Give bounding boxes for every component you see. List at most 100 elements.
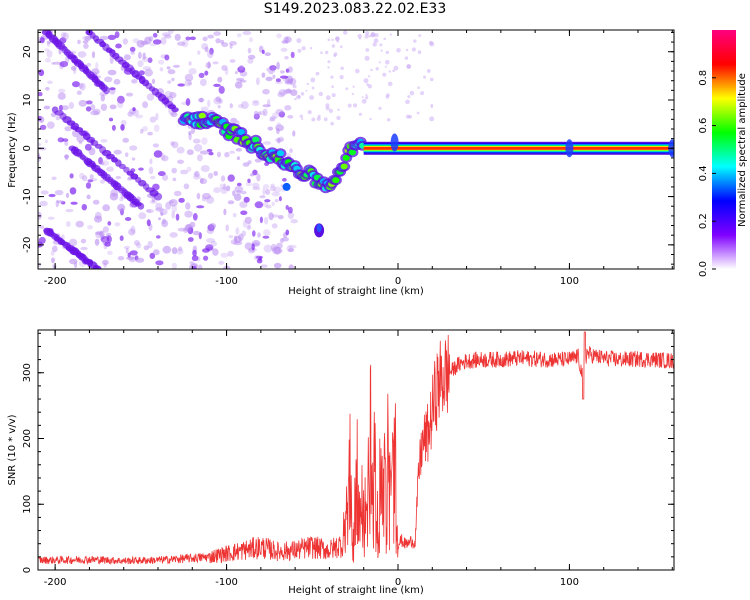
noise-speckle (378, 61, 381, 64)
noise-speckle (87, 225, 93, 230)
noise-speckle (136, 242, 142, 249)
noise-speckle (267, 126, 273, 131)
noise-speckle (234, 185, 244, 193)
noise-speckle (162, 218, 166, 225)
spectrogram-xlabel: Height of straight line (km) (288, 286, 424, 297)
ridge-core (348, 149, 356, 156)
noise-speckle (102, 226, 109, 233)
noise-speckle (100, 179, 105, 184)
noise-speckle (157, 171, 166, 177)
band-blob (565, 139, 574, 158)
noise-speckle (411, 47, 416, 52)
noise-speckle (285, 68, 290, 73)
noise-speckle (144, 68, 153, 77)
noise-speckle (175, 213, 180, 221)
noise-speckle (165, 201, 172, 210)
noise-speckle (85, 182, 92, 189)
noise-speckle (78, 99, 88, 107)
noise-speckle (212, 61, 219, 65)
noise-speckle (251, 243, 255, 251)
noise-speckle (166, 66, 171, 70)
noise-speckle (267, 99, 271, 107)
noise-speckle (170, 111, 178, 118)
noise-speckle (221, 65, 228, 71)
noise-speckle (275, 80, 283, 85)
noise-speckle (115, 43, 122, 49)
noise-speckle (256, 77, 260, 86)
noise-speckle (145, 209, 155, 214)
noise-speckle (331, 85, 334, 88)
noise-speckle (160, 37, 167, 45)
noise-speckle (149, 158, 153, 165)
noise-speckle (108, 117, 114, 122)
noise-speckle (83, 43, 89, 49)
noise-speckle (289, 148, 293, 154)
noise-speckle (252, 99, 259, 104)
noise-speckle (216, 151, 222, 158)
noise-speckle (152, 143, 159, 148)
noise-speckle (220, 175, 226, 182)
noise-speckle (273, 262, 282, 269)
noise-speckle (171, 262, 177, 269)
ridge-core (276, 150, 284, 157)
noise-speckle (191, 255, 199, 262)
noise-speckle (264, 52, 271, 57)
noise-speckle (417, 86, 420, 89)
noise-speckle (69, 258, 78, 265)
noise-speckle (159, 208, 168, 215)
noise-speckle (383, 37, 387, 41)
noise-speckle (39, 200, 48, 207)
noise-speckle (251, 101, 260, 106)
noise-speckle (104, 241, 111, 247)
noise-speckle (107, 250, 113, 255)
noise-speckle (109, 192, 119, 201)
noise-speckle (253, 113, 260, 120)
noise-speckle (207, 99, 211, 108)
noise-speckle (418, 34, 422, 37)
noise-speckle (259, 216, 263, 224)
noise-speckle (386, 93, 390, 97)
noise-speckle (177, 227, 186, 232)
noise-speckle (124, 217, 132, 221)
noise-speckle (169, 91, 177, 99)
noise-speckle (207, 50, 214, 59)
noise-speckle (233, 235, 237, 242)
noise-speckle (229, 43, 233, 49)
noise-speckle (284, 105, 292, 111)
noise-speckle (235, 148, 243, 152)
noise-speckle (340, 66, 344, 71)
noise-speckle (196, 205, 205, 209)
noise-speckle (52, 264, 57, 269)
noise-speckle (374, 33, 379, 38)
noise-speckle (164, 54, 170, 61)
noise-speckle (375, 67, 379, 71)
noise-speckle (200, 78, 207, 87)
noise-speckle (288, 244, 297, 249)
noise-speckle (247, 58, 254, 64)
noise-speckle (62, 138, 69, 142)
ridge-core (252, 136, 260, 143)
noise-speckle (320, 51, 323, 54)
noise-speckle (218, 98, 223, 104)
x-tick-label: 100 (560, 276, 579, 287)
noise-speckle (149, 43, 157, 47)
noise-speckle (323, 117, 328, 122)
noise-speckle (327, 66, 330, 69)
noise-speckle (164, 90, 173, 99)
noise-speckle (94, 215, 103, 223)
noise-speckle (278, 111, 286, 118)
noise-speckle (46, 121, 55, 129)
noise-speckle (405, 114, 411, 119)
noise-speckle (177, 41, 186, 46)
noise-speckle (167, 69, 176, 75)
noise-speckle (369, 117, 372, 121)
noise-speckle (66, 221, 71, 227)
snr-frame (37, 329, 675, 571)
noise-speckle (204, 70, 209, 76)
noise-speckle (40, 190, 49, 195)
noise-speckle (276, 33, 282, 39)
noise-speckle (209, 47, 214, 55)
diagonal-streak-blob (137, 202, 145, 210)
noise-speckle (278, 196, 282, 202)
noise-speckle (273, 246, 282, 255)
